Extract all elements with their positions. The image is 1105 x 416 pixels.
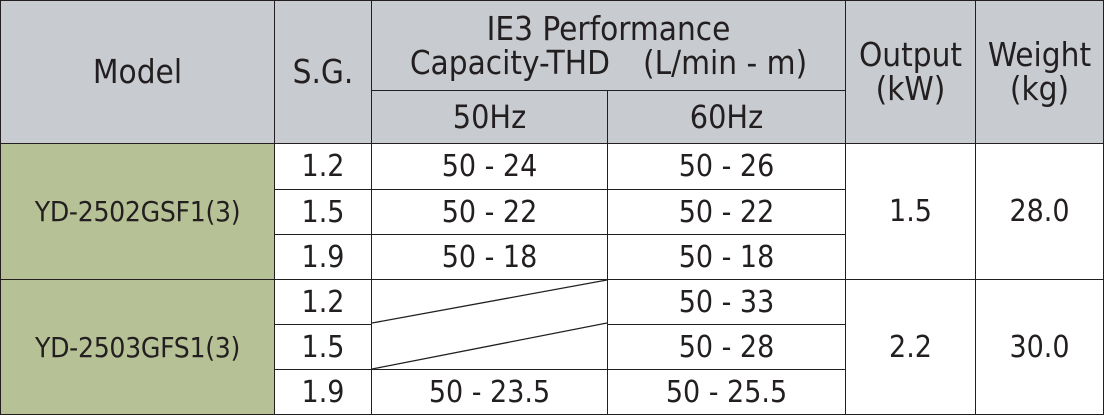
sg-cell: 1.9 [274, 369, 372, 415]
performance-header-line1: IE3 Performance [486, 8, 731, 48]
hz60-cell: 50 - 22 [607, 189, 846, 235]
weight-cell: 28.0 [975, 143, 1104, 280]
diagonal-line-top [372, 280, 607, 324]
sg-cell: 1.5 [274, 189, 372, 235]
diagonal-line-bottom [372, 322, 607, 369]
weight-cell: 30.0 [975, 279, 1104, 415]
performance-header: IE3 Performance Capacity-THD (L/min - m) [371, 0, 846, 91]
table-row: YD-2502GSF1(3) 1.2 50 - 24 50 - 26 1.5 2… [0, 143, 1104, 280]
weight-header-line2: (kg) [1009, 69, 1070, 108]
performance-header-line2: Capacity-THD (L/min - m) [409, 42, 808, 82]
hz60-cell: 50 - 33 [607, 279, 846, 325]
diagonal-lines [372, 280, 607, 369]
weight-header: Weight (kg) [975, 0, 1104, 144]
subheader-row: 50Hz 60Hz [1, 90, 1104, 144]
hz50-cell: 50 - 18 [371, 234, 608, 280]
model-cell: YD-2503GFS1(3) [0, 279, 275, 415]
hz60-cell: 50 - 28 [607, 324, 846, 370]
output-cell: 2.2 [845, 279, 976, 415]
table-row: 1.9 50 - 18 50 - 18 [1, 234, 1104, 280]
na-diagonal-cell [371, 279, 608, 370]
model-header: Model [0, 0, 275, 144]
hz60-header: 60Hz [607, 90, 846, 144]
hz60-cell: 50 - 18 [607, 234, 846, 280]
hz50-header: 50Hz [371, 90, 608, 144]
table-row: YD-2503GFS1(3) 1.2 50 - 33 2.2 30.0 [0, 279, 1104, 415]
model-cell: YD-2502GSF1(3) [0, 143, 275, 280]
output-cell: 1.5 [845, 143, 976, 280]
hz50-cell: 50 - 24 [371, 143, 608, 190]
sg-header: S.G. [274, 0, 372, 144]
output-header-line1: Output [858, 35, 963, 74]
table-row: 1.5 50 - 28 [1, 324, 1104, 370]
header-row: Model S.G. IE3 Performance Capacity-THD … [0, 0, 1104, 144]
sg-cell: 1.2 [274, 143, 372, 190]
hz60-cell: 50 - 25.5 [607, 369, 846, 415]
table-row: 1.9 50 - 23.5 50 - 25.5 [1, 369, 1104, 415]
sg-cell: 1.2 [274, 279, 372, 325]
sg-cell: 1.5 [274, 324, 372, 370]
hz60-cell: 50 - 26 [607, 143, 846, 190]
output-header-line2: (kW) [875, 69, 946, 108]
sg-cell: 1.9 [274, 234, 372, 280]
hz50-cell: 50 - 23.5 [371, 369, 608, 415]
output-header: Output (kW) [845, 0, 976, 144]
hz50-cell: 50 - 22 [371, 189, 608, 235]
weight-header-line1: Weight [987, 35, 1092, 74]
